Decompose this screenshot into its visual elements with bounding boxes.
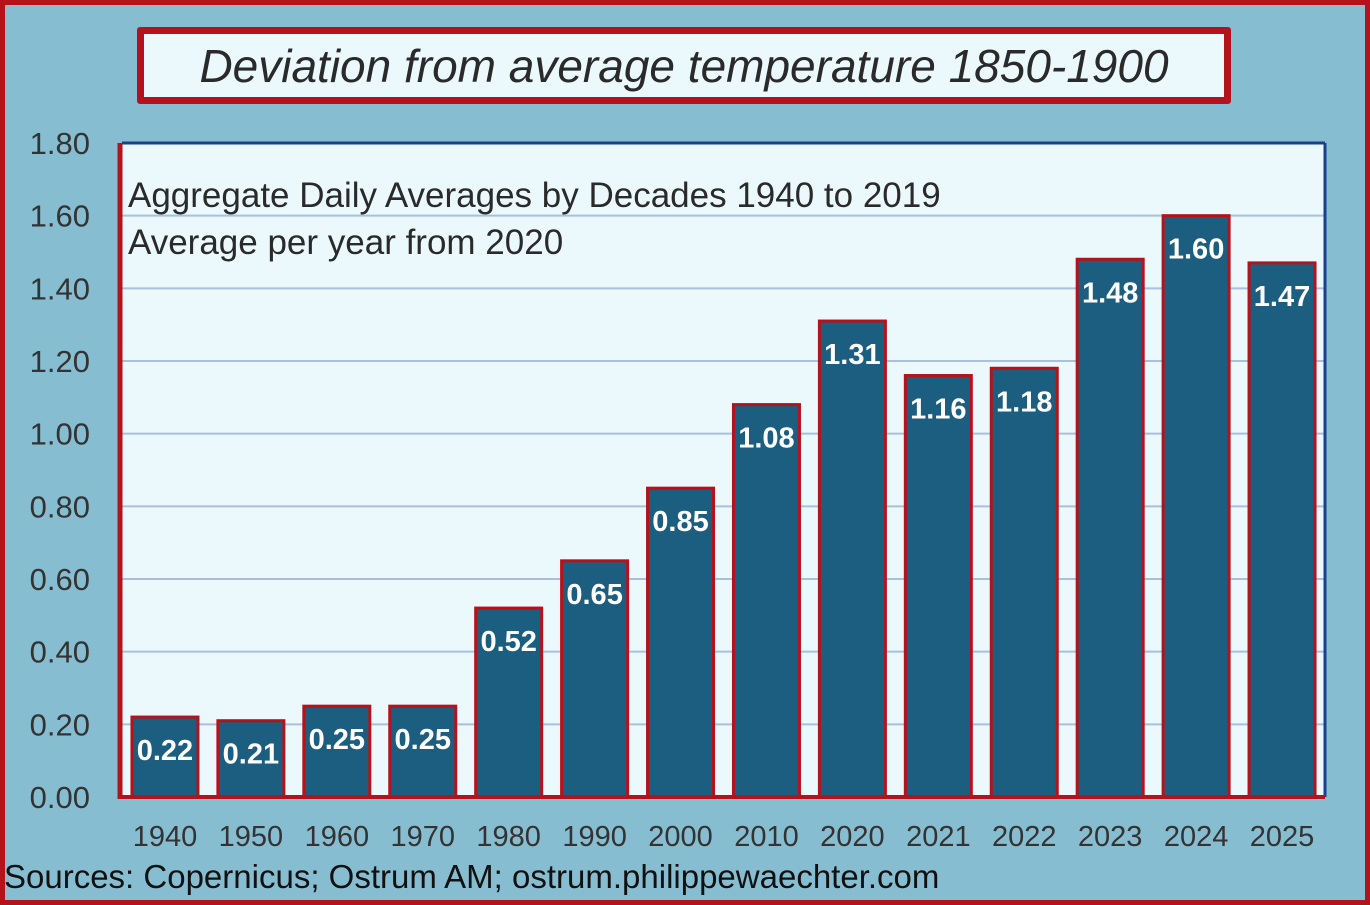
bar bbox=[560, 559, 630, 799]
bar bbox=[388, 704, 458, 799]
bar bbox=[302, 704, 372, 799]
y-tick-label: 0.00 bbox=[30, 780, 90, 815]
y-tick-label: 0.40 bbox=[30, 635, 90, 670]
bar-data-label: 1.60 bbox=[1168, 234, 1224, 266]
x-tick-label: 1950 bbox=[219, 821, 284, 853]
bar-data-label: 1.08 bbox=[738, 423, 794, 455]
x-tick-label: 1940 bbox=[133, 821, 198, 853]
bar-data-label: 0.52 bbox=[480, 626, 536, 658]
x-tick-label: 1970 bbox=[390, 821, 455, 853]
bar-data-label: 1.18 bbox=[996, 386, 1052, 418]
y-tick-label: 1.00 bbox=[30, 417, 90, 452]
bar-data-label: 1.31 bbox=[824, 339, 880, 371]
bar bbox=[731, 403, 801, 799]
bar bbox=[903, 374, 973, 799]
bar-data-label: 0.21 bbox=[223, 739, 279, 771]
y-tick-label: 1.80 bbox=[30, 126, 90, 161]
bar-data-label: 0.85 bbox=[652, 506, 708, 538]
y-tick-label: 0.60 bbox=[30, 562, 90, 597]
x-tick-label: 2023 bbox=[1078, 821, 1143, 853]
x-tick-label: 2021 bbox=[906, 821, 971, 853]
chart-title: Deviation from average temperature 1850-… bbox=[137, 27, 1231, 104]
bar bbox=[474, 606, 544, 799]
x-tick-label: 2022 bbox=[992, 821, 1057, 853]
y-tick-label: 0.20 bbox=[30, 707, 90, 742]
bar-data-label: 0.25 bbox=[395, 724, 451, 756]
bar-data-label: 1.47 bbox=[1254, 281, 1310, 313]
bar bbox=[1247, 261, 1317, 799]
x-tick-label: 2024 bbox=[1164, 821, 1229, 853]
x-tick-label: 2000 bbox=[648, 821, 713, 853]
bar bbox=[817, 319, 887, 799]
bar bbox=[216, 719, 286, 799]
bar-data-label: 0.65 bbox=[566, 579, 622, 611]
x-tick-label: 1980 bbox=[476, 821, 541, 853]
chart-subtitle-line: Average per year from 2020 bbox=[128, 223, 563, 262]
bar-data-label: 1.48 bbox=[1082, 277, 1138, 309]
y-tick-label: 1.40 bbox=[30, 271, 90, 306]
y-tick-label: 0.80 bbox=[30, 489, 90, 524]
y-tick-label: 1.60 bbox=[30, 199, 90, 234]
chart-subtitle-line: Aggregate Daily Averages by Decades 1940… bbox=[128, 176, 941, 215]
x-tick-label: 2025 bbox=[1250, 821, 1315, 853]
x-tick-label: 2010 bbox=[734, 821, 799, 853]
bar-data-label: 0.22 bbox=[137, 735, 193, 767]
bar bbox=[1161, 214, 1231, 799]
bar bbox=[989, 366, 1059, 799]
bar-data-label: 1.16 bbox=[910, 394, 966, 426]
x-tick-label: 1960 bbox=[305, 821, 370, 853]
y-tick-label: 1.20 bbox=[30, 344, 90, 379]
x-tick-label: 2020 bbox=[820, 821, 885, 853]
x-tick-label: 1990 bbox=[562, 821, 627, 853]
bar bbox=[130, 715, 200, 799]
bar bbox=[1075, 257, 1145, 799]
bar-data-label: 0.25 bbox=[309, 724, 365, 756]
bar bbox=[646, 486, 716, 799]
source-note: Sources: Copernicus; Ostrum AM; ostrum.p… bbox=[4, 858, 940, 895]
